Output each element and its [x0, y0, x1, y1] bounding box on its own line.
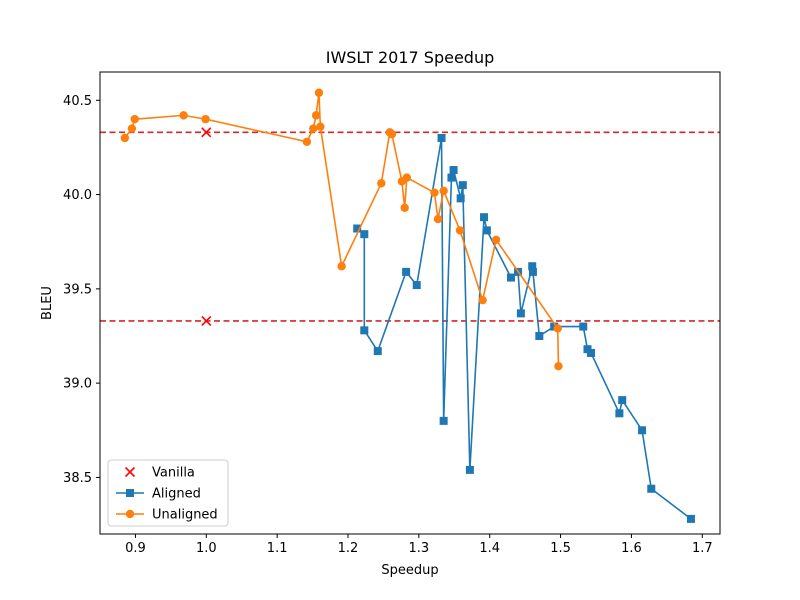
point-unaligned-25	[554, 361, 563, 371]
point-unaligned-21	[455, 226, 465, 235]
point-aligned-14	[480, 213, 489, 222]
point-unaligned-3	[130, 114, 139, 124]
point-aligned-10	[449, 166, 458, 175]
point-unaligned-22	[478, 295, 487, 305]
x-tick-label: 1.4	[479, 541, 500, 556]
legend-marker-aligned	[126, 489, 134, 497]
point-vanilla-2	[201, 315, 212, 326]
point-unaligned-17	[402, 173, 412, 182]
point-aligned-6	[412, 281, 421, 290]
point-unaligned-12	[377, 179, 386, 188]
y-tick-label: 38.5	[63, 471, 92, 486]
point-aligned-30	[686, 514, 695, 523]
point-unaligned-16	[400, 203, 409, 212]
point-aligned-25	[587, 348, 596, 357]
point-aligned-7	[437, 134, 446, 142]
point-aligned-20	[528, 267, 537, 276]
point-aligned-16	[506, 273, 515, 282]
x-tick-label: 1.1	[267, 541, 288, 556]
point-unaligned-14	[387, 130, 397, 139]
point-unaligned-10	[316, 122, 325, 131]
legend-box	[107, 459, 229, 527]
y-axis-label: BLEU	[40, 286, 55, 320]
point-unaligned-5	[201, 114, 210, 124]
point-aligned-27	[618, 396, 627, 405]
point-aligned-4	[373, 347, 382, 356]
point-unaligned-20	[439, 186, 448, 195]
point-aligned-1	[353, 224, 362, 233]
point-unaligned-23	[491, 235, 501, 245]
series-vanilla	[201, 127, 212, 326]
point-unaligned-9	[314, 88, 324, 97]
x-tick-label: 1.2	[338, 541, 359, 556]
x-tick-label: 0.9	[125, 541, 146, 556]
legend-entry-aligned: Aligned	[116, 487, 201, 502]
point-unaligned-8	[311, 111, 321, 120]
legend-label-vanilla: Vanilla	[152, 466, 195, 481]
point-aligned-29	[647, 484, 656, 493]
point-unaligned-6	[302, 137, 312, 146]
point-aligned-2	[360, 230, 369, 239]
point-aligned-15	[482, 226, 491, 235]
point-unaligned-2	[127, 124, 137, 133]
series-unaligned	[120, 88, 563, 371]
point-aligned-26	[615, 409, 624, 418]
x-tick-label: 1.5	[550, 541, 571, 556]
point-aligned-23	[579, 322, 588, 331]
y-tick-label: 39.5	[63, 282, 92, 297]
point-aligned-19	[528, 262, 537, 271]
point-aligned-3	[360, 326, 369, 335]
legend-entry-vanilla: Vanilla	[124, 466, 195, 481]
x-tick-label: 1.7	[692, 541, 713, 556]
plot-content	[100, 88, 720, 523]
point-vanilla-1	[201, 127, 212, 138]
legend-marker-unaligned	[125, 509, 135, 519]
legend: Vanilla Aligned Unaligned	[107, 459, 229, 527]
point-unaligned-19	[433, 214, 443, 224]
x-axis-label: Speedup	[381, 563, 438, 578]
point-aligned-12	[458, 181, 467, 190]
y-tick-label: 40.5	[63, 94, 92, 109]
y-tick-label: 40.0	[63, 188, 92, 203]
plot-area	[100, 88, 720, 523]
point-aligned-21	[535, 332, 544, 340]
x-tick-label: 1.0	[196, 541, 217, 556]
point-aligned-18	[516, 309, 525, 318]
series-aligned	[353, 134, 695, 523]
legend-entry-unaligned: Unaligned	[116, 508, 218, 523]
point-aligned-11	[456, 194, 465, 203]
x-tick-label: 1.6	[621, 541, 642, 556]
point-unaligned-11	[337, 262, 346, 271]
x-tick-label: 1.3	[409, 541, 430, 556]
point-aligned-8	[439, 416, 448, 425]
point-aligned-5	[402, 267, 411, 276]
point-unaligned-7	[309, 124, 318, 133]
y-tick-label: 39.0	[63, 377, 92, 392]
point-unaligned-4	[179, 111, 188, 120]
point-unaligned-1	[120, 133, 129, 143]
point-aligned-13	[465, 465, 474, 474]
legend-label-unaligned: Unaligned	[152, 508, 218, 523]
ticks: 0.9 1.0 1.1 1.2 1.3 1.4 1.5 1.6 1.7 38.5 39.0 39.5 4…	[63, 94, 713, 556]
chart-title: IWSLT 2017 Speedup	[326, 48, 495, 67]
point-aligned-28	[638, 426, 647, 435]
point-aligned-9	[447, 173, 456, 182]
legend-label-aligned: Aligned	[152, 487, 201, 502]
legend-marker-vanilla	[124, 466, 136, 478]
axes-frame	[99, 71, 721, 535]
point-unaligned-18	[430, 188, 439, 197]
point-unaligned-24	[553, 324, 562, 333]
